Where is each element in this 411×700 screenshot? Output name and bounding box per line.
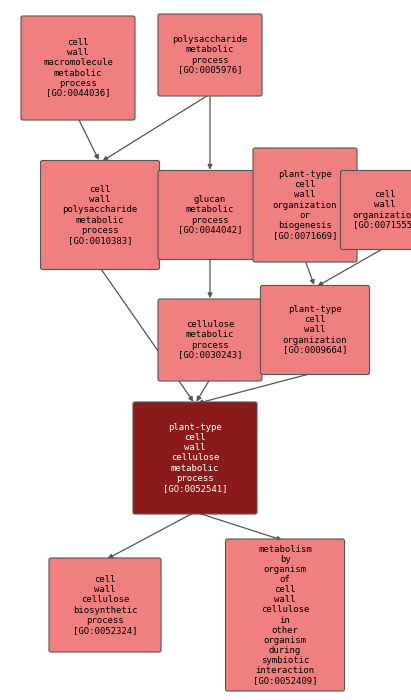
Text: plant-type
cell
wall
organization
[GO:0009664]: plant-type cell wall organization [GO:00… — [283, 305, 347, 355]
FancyBboxPatch shape — [158, 14, 262, 96]
FancyBboxPatch shape — [49, 558, 161, 652]
Text: cell
wall
cellulose
biosynthetic
process
[GO:0052324]: cell wall cellulose biosynthetic process… — [73, 575, 137, 635]
Text: glucan
metabolic
process
[GO:0044042]: glucan metabolic process [GO:0044042] — [178, 195, 242, 234]
Text: cellulose
metabolic
process
[GO:0030243]: cellulose metabolic process [GO:0030243] — [178, 321, 242, 360]
Text: metabolism
by
organism
of
cell
wall
cellulose
in
other
organism
during
symbiotic: metabolism by organism of cell wall cell… — [253, 545, 317, 685]
Text: polysaccharide
metabolic
process
[GO:0005976]: polysaccharide metabolic process [GO:000… — [172, 36, 247, 75]
Text: plant-type
cell
wall
cellulose
metabolic
process
[GO:0052541]: plant-type cell wall cellulose metabolic… — [163, 424, 227, 493]
Text: cell
wall
polysaccharide
metabolic
process
[GO:0010383]: cell wall polysaccharide metabolic proce… — [62, 186, 138, 244]
FancyBboxPatch shape — [158, 171, 262, 260]
FancyBboxPatch shape — [226, 539, 344, 691]
Text: cell
wall
organization
[GO:0071555]: cell wall organization [GO:0071555] — [353, 190, 411, 230]
FancyBboxPatch shape — [261, 286, 369, 374]
FancyBboxPatch shape — [340, 171, 411, 249]
FancyBboxPatch shape — [133, 402, 257, 514]
FancyBboxPatch shape — [158, 299, 262, 381]
FancyBboxPatch shape — [41, 160, 159, 270]
FancyBboxPatch shape — [21, 16, 135, 120]
Text: cell
wall
macromolecule
metabolic
process
[GO:0044036]: cell wall macromolecule metabolic proces… — [43, 38, 113, 97]
FancyBboxPatch shape — [253, 148, 357, 262]
Text: plant-type
cell
wall
organization
or
biogenesis
[GO:0071669]: plant-type cell wall organization or bio… — [273, 170, 337, 239]
